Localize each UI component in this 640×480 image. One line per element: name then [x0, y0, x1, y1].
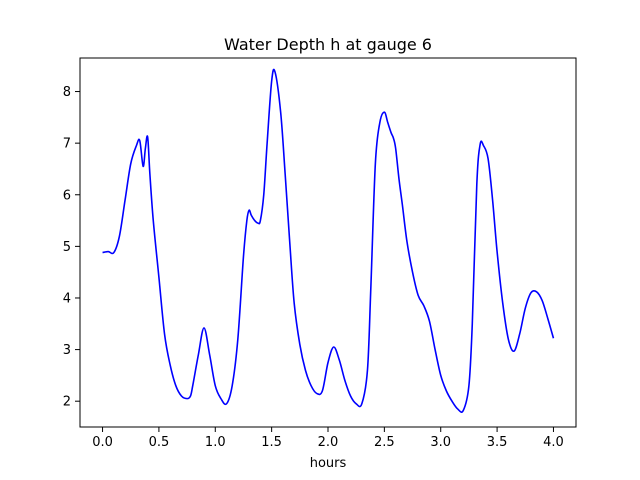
x-axis-label: hours — [310, 456, 347, 471]
plot-frame — [79, 57, 577, 428]
x-tick-label: 2.0 — [318, 435, 339, 450]
plot-area — [102, 68, 555, 413]
x-tick-label: 0.5 — [149, 435, 170, 450]
x-tick-label: 1.5 — [261, 435, 282, 450]
y-tick-label: 8 — [63, 85, 71, 100]
x-tick-label: 2.5 — [374, 435, 395, 450]
y-tick-label: 4 — [63, 291, 71, 306]
x-tick-label: 3.0 — [430, 435, 451, 450]
x-axis: 0.0 0.5 1.0 1.5 2.0 2.5 3.0 3.5 4.0 — [92, 427, 564, 450]
y-axis: 2 3 4 5 6 7 8 — [63, 85, 80, 410]
y-tick-label: 3 — [63, 343, 71, 358]
series-line-0 — [102, 68, 555, 413]
x-tick-label: 1.0 — [205, 435, 226, 450]
x-tick-label: 3.5 — [487, 435, 508, 450]
y-tick-label: 7 — [63, 137, 71, 152]
y-tick-label: 6 — [63, 188, 71, 203]
y-tick-label: 5 — [63, 240, 71, 255]
x-tick-label: 4.0 — [543, 435, 564, 450]
y-tick-label: 2 — [63, 395, 71, 410]
chart-title: Water Depth h at gauge 6 — [224, 35, 432, 54]
x-tick-label: 0.0 — [92, 435, 113, 450]
